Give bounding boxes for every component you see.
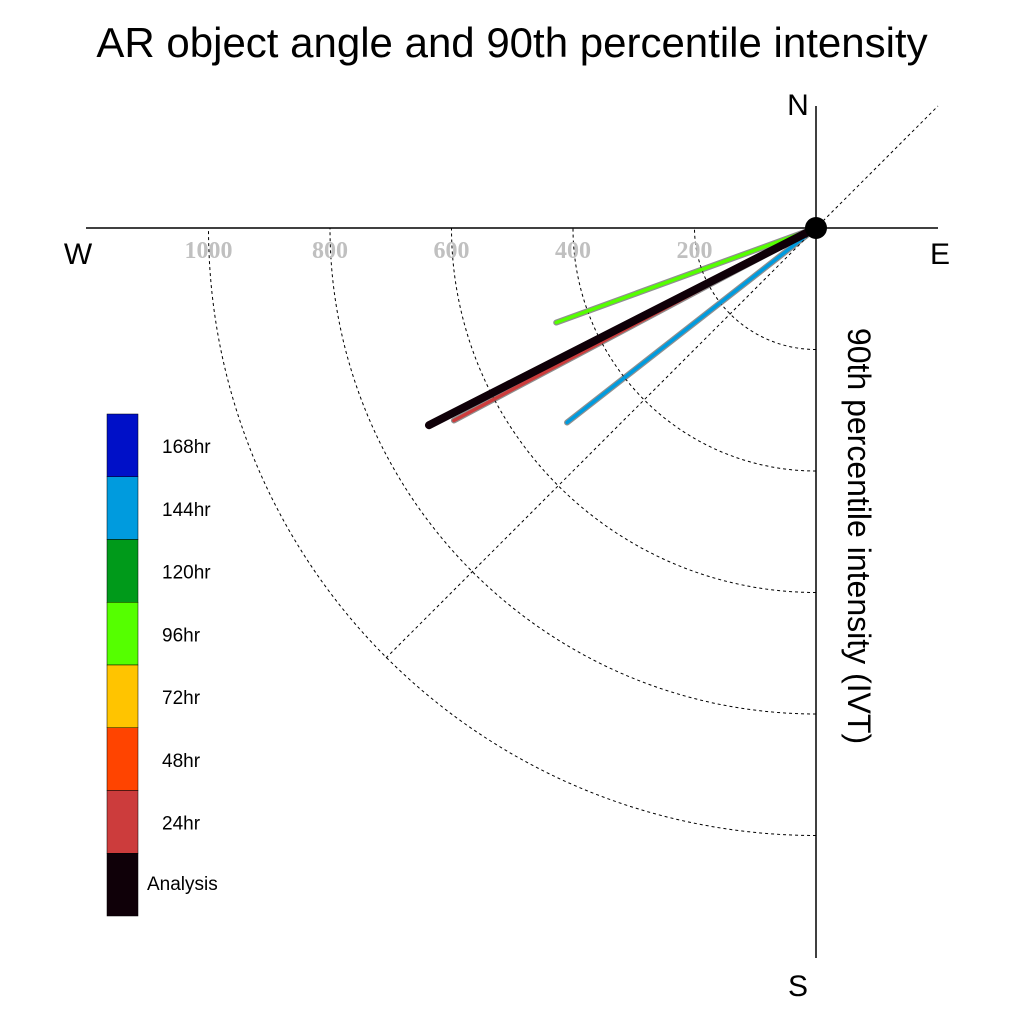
radial-tick-label: 200	[677, 238, 713, 264]
legend-swatch	[106, 539, 139, 603]
radial-arc-200	[694, 227, 817, 350]
radial-tick-label: 600	[434, 238, 470, 264]
radial-tick-label: 800	[312, 238, 348, 264]
polar-grid: 200 400 600 800 1000	[86, 105, 939, 958]
legend-label: 168hr	[162, 437, 211, 458]
diagonal-guide	[385, 105, 939, 659]
series-line-144hr	[565, 226, 818, 425]
legend-swatch	[106, 727, 139, 791]
radial-arc-600	[451, 227, 817, 593]
origin-marker	[805, 217, 827, 239]
legend-swatch	[106, 790, 139, 854]
legend-label: 120hr	[162, 563, 211, 584]
legend-label: 72hr	[162, 688, 201, 709]
legend-label: Analysis	[147, 874, 218, 895]
compass-south: S	[788, 970, 808, 1003]
radial-tick-label: 1000	[185, 238, 233, 264]
legend: 168hr 144hr 120hr 96hr 72hr 48hr 24hr Analysis	[106, 413, 218, 917]
legend-swatch	[106, 413, 139, 477]
legend-swatch	[106, 853, 139, 917]
radial-tick-label: 400	[555, 238, 591, 264]
legend-swatch	[106, 476, 139, 540]
compass-north: N	[787, 89, 809, 122]
compass-east: E	[930, 238, 950, 271]
legend-label: 24hr	[162, 814, 201, 835]
chart-title: AR object angle and 90th percentile inte…	[96, 19, 927, 66]
radial-arc-1000	[208, 227, 817, 836]
series-line-Analysis	[424, 224, 820, 430]
series-line-96hr	[554, 226, 818, 325]
radial-arcs	[208, 227, 817, 836]
legend-label: 48hr	[162, 751, 201, 772]
legend-label: 96hr	[162, 625, 201, 646]
legend-label: 144hr	[162, 500, 211, 521]
radial-tick-labels: 200 400 600 800 1000	[185, 238, 713, 264]
compass-west: W	[64, 238, 93, 271]
radial-arc-800	[329, 227, 817, 715]
radial-arc-400	[572, 227, 817, 472]
legend-swatch	[106, 664, 139, 728]
legend-swatch	[106, 602, 139, 666]
y-axis-label: 90th percentile intensity (IVT)	[841, 328, 877, 744]
series-lines	[424, 224, 820, 430]
